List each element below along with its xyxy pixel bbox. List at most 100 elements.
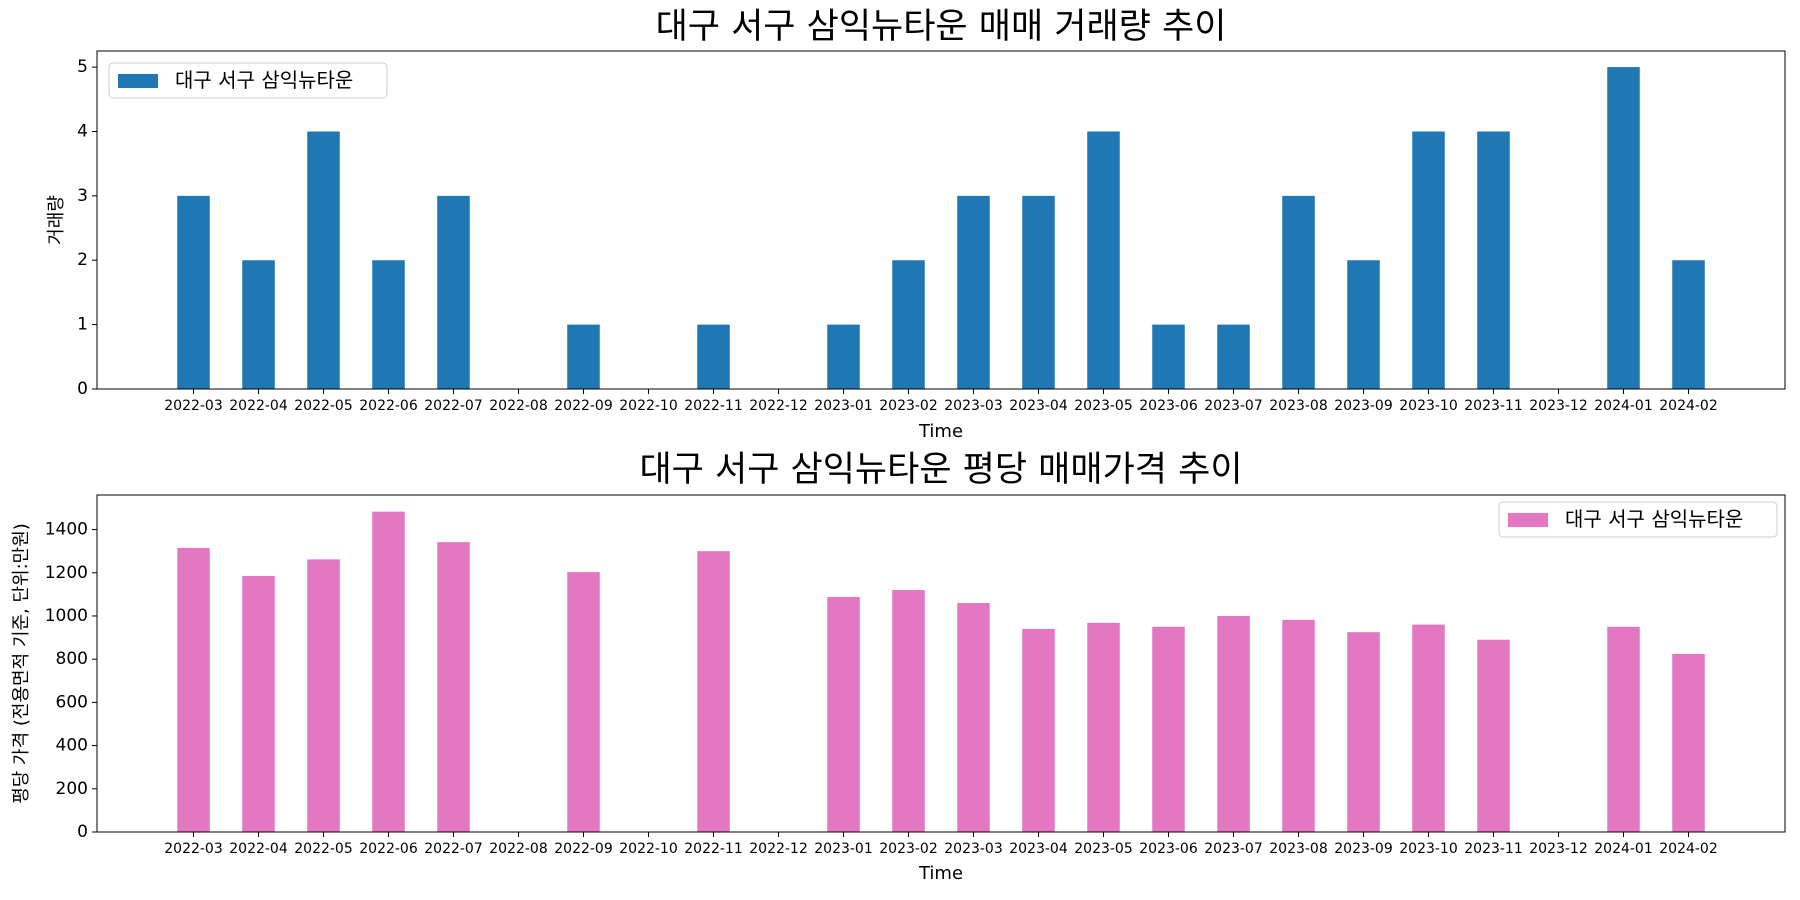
xtick-label: 2023-11 (1464, 398, 1523, 414)
xtick-label: 2023-05 (1074, 398, 1133, 414)
bar-2023-04 (1022, 628, 1055, 832)
bar-2023-02 (892, 590, 925, 832)
ytick-label: 400 (56, 736, 88, 756)
xtick-label: 2023-07 (1204, 841, 1263, 857)
xtick-label: 2023-06 (1139, 841, 1198, 857)
xtick-label: 2022-05 (294, 841, 353, 857)
legend-label: 대구 서구 삼익뉴타운 (1565, 507, 1743, 531)
bar-2023-10 (1412, 624, 1445, 832)
xtick-label: 2022-12 (749, 841, 808, 857)
ytick-label: 5 (77, 57, 88, 77)
xtick-label: 2023-01 (814, 398, 873, 414)
bar-2022-11 (697, 551, 730, 832)
bar-2023-01 (827, 324, 860, 389)
bar-2023-06 (1152, 324, 1185, 389)
xtick-label: 2022-06 (359, 398, 418, 414)
xtick-label: 2022-12 (749, 398, 808, 414)
plot-frame (96, 50, 1786, 390)
xtick-label: 2022-07 (424, 398, 483, 414)
bar-2022-09 (567, 572, 600, 832)
bar-2022-09 (567, 324, 600, 389)
legend-swatch (118, 74, 158, 88)
plot-frame (96, 494, 1786, 833)
bar-2023-05 (1087, 622, 1120, 832)
legend: 대구 서구 삼익뉴타운 (108, 62, 388, 99)
bar-2023-07 (1217, 615, 1250, 832)
bar-2022-03 (177, 195, 210, 389)
bar-2022-05 (307, 559, 340, 832)
bar-2024-01 (1607, 626, 1640, 832)
bar-2023-02 (892, 260, 925, 389)
legend: 대구 서구 삼익뉴타운 (1498, 501, 1778, 538)
xtick-label: 2024-01 (1594, 841, 1653, 857)
xtick-label: 2022-06 (359, 841, 418, 857)
xtick-label: 2022-09 (554, 841, 613, 857)
ytick-label: 200 (56, 779, 88, 799)
ytick-label: 1200 (45, 563, 88, 583)
ytick-label: 1400 (45, 520, 88, 540)
bar-2023-05 (1087, 131, 1120, 389)
xtick-label: 2022-08 (489, 398, 548, 414)
y-axis-label: 평당 가격 (전용면적 기준, 단위:만원) (11, 523, 32, 804)
legend-label: 대구 서구 삼익뉴타운 (175, 68, 353, 92)
bar-2022-06 (372, 511, 405, 832)
xtick-label: 2023-04 (1009, 841, 1068, 857)
bar-2023-06 (1152, 626, 1185, 832)
xtick-label: 2022-03 (164, 398, 223, 414)
xtick-label: 2023-08 (1269, 398, 1328, 414)
bar-2023-11 (1477, 131, 1510, 389)
ytick-label: 2 (77, 250, 88, 270)
xtick-label: 2022-04 (229, 398, 288, 414)
bar-2022-04 (242, 260, 275, 389)
ytick-label: 800 (56, 649, 88, 669)
xtick-label: 2024-02 (1659, 841, 1718, 857)
xtick-label: 2023-10 (1399, 398, 1458, 414)
bar-2023-08 (1282, 619, 1315, 832)
legend-box (108, 62, 388, 99)
xtick-label: 2022-03 (164, 841, 223, 857)
xtick-label: 2022-09 (554, 398, 613, 414)
chart-2: 대구 서구 삼익뉴타운 평당 매매가격 추이 0 200 400 600 800 1000 1… (11, 450, 1786, 884)
ytick-label: 1000 (45, 606, 88, 626)
xtick-label: 2023-11 (1464, 841, 1523, 857)
bar-2023-01 (827, 596, 860, 832)
chart-1: 대구 서구 삼익뉴타운 매매 거래량 추이 0 1 2 3 4 5 2022-03 2022-0… (46, 7, 1786, 442)
bar-2024-02 (1672, 260, 1705, 389)
xtick-label: 2022-04 (229, 841, 288, 857)
y-axis-label: 거래량 (46, 195, 67, 245)
xtick-label: 2023-12 (1529, 841, 1588, 857)
xtick-label: 2023-01 (814, 841, 873, 857)
bar-2023-03 (957, 603, 990, 832)
bar-2023-11 (1477, 639, 1510, 832)
xtick-label: 2023-10 (1399, 841, 1458, 857)
bar-2024-02 (1672, 653, 1705, 832)
bar-2023-04 (1022, 195, 1055, 389)
xtick-label: 2022-10 (619, 841, 678, 857)
bar-2023-03 (957, 195, 990, 389)
xtick-label: 2023-03 (944, 841, 1003, 857)
chart-title: 대구 서구 삼익뉴타운 평당 매매가격 추이 (639, 450, 1242, 490)
xtick-label: 2024-01 (1594, 398, 1653, 414)
bar-2022-11 (697, 324, 730, 389)
legend-swatch (1508, 513, 1548, 527)
bar-2023-07 (1217, 324, 1250, 389)
ytick-label: 3 (77, 186, 88, 206)
chart-title: 대구 서구 삼익뉴타운 매매 거래량 추이 (656, 7, 1227, 47)
x-axis-label: Time (918, 421, 963, 442)
bar-2022-05 (307, 131, 340, 389)
xtick-label: 2023-08 (1269, 841, 1328, 857)
ytick-label: 0 (77, 379, 88, 399)
legend-box (1498, 501, 1778, 538)
ytick-label: 4 (77, 121, 88, 141)
xtick-label: 2023-04 (1009, 398, 1068, 414)
xtick-label: 2022-07 (424, 841, 483, 857)
xtick-label: 2023-05 (1074, 841, 1133, 857)
bar-2022-07 (437, 195, 470, 389)
bar-2022-04 (242, 576, 275, 832)
ytick-label: 0 (77, 822, 88, 842)
bar-2022-06 (372, 260, 405, 389)
xtick-label: 2022-10 (619, 398, 678, 414)
bar-2023-09 (1347, 632, 1380, 832)
xtick-label: 2022-08 (489, 841, 548, 857)
